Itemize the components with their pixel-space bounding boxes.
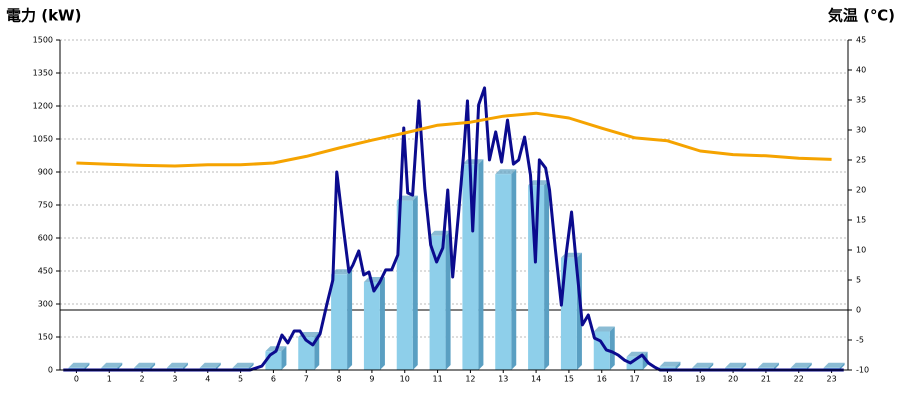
bar-side [281,346,287,370]
bar [429,235,446,370]
y-tick-label: 1500 [33,36,53,45]
bar [331,274,348,370]
bar-side [609,326,615,370]
x-tick-label: 17 [629,375,639,384]
bar [560,257,577,370]
y2-tick-label: 30 [856,126,866,135]
y-tick-label: 750 [38,201,53,210]
bar-top [68,362,90,368]
bar-side [445,230,451,370]
bar-top [166,362,188,368]
bar-top [134,362,156,368]
bar-top [823,362,845,368]
bar-top [725,362,747,368]
bar-top [101,362,123,368]
bar-side [84,362,90,370]
x-tick-label: 21 [761,375,771,384]
bar-side [741,362,747,370]
power-line [63,86,844,372]
x-tick-label: 13 [498,375,508,384]
x-tick-label: 5 [238,375,243,384]
y2-tick-label: -5 [856,336,864,345]
bar-side [511,169,517,370]
bar-top [593,326,615,332]
x-tick-label: 18 [662,375,672,384]
bar-side [248,362,254,370]
x-tick-label: 12 [465,375,475,384]
bar-top [757,362,779,368]
bar-side [675,361,681,370]
bar [396,200,413,370]
bar-side [379,277,385,370]
x-tick-label: 0 [74,375,79,384]
x-tick-label: 23 [826,375,836,384]
y2-tick-label: 20 [856,186,866,195]
bar-top [199,362,221,368]
temperature-line [76,111,832,168]
bar-top [232,362,254,368]
right-axis-title: 気温 (℃) [828,7,895,25]
bar [495,174,512,370]
bar-side [806,362,812,370]
x-tick-label: 2 [140,375,145,384]
x-tick-label: 15 [564,375,574,384]
bar [626,356,643,370]
bar-top [790,362,812,368]
y-tick-label: 300 [38,300,53,309]
x-tick-label: 22 [794,375,804,384]
bar-side [544,180,550,370]
x-tick-label: 19 [695,375,705,384]
y-tick-label: 900 [38,168,53,177]
x-tick-label: 1 [107,375,112,384]
x-tick-label: 14 [531,375,541,384]
y-tick-label: 0 [48,366,53,375]
y-tick-label: 450 [38,267,53,276]
bar-side [839,362,845,370]
bar-side [215,362,221,370]
y2-tick-label: -10 [856,366,869,375]
y2-tick-label: 40 [856,66,866,75]
y2-tick-label: 5 [856,276,861,285]
bar-side [478,159,484,370]
x-tick-label: 11 [432,375,442,384]
y2-tick-label: 0 [856,306,861,315]
bar-side [150,362,156,370]
y-tick-label: 600 [38,234,53,243]
bar-side [182,362,188,370]
bar-side [708,362,714,370]
left-axis-title: 電力 (kW) [6,7,81,25]
x-tick-label: 4 [205,375,210,384]
bar-top [659,361,681,367]
y-tick-label: 1050 [33,135,53,144]
bar-top [462,159,484,165]
y2-tick-label: 45 [856,36,866,45]
bar-top [692,362,714,368]
x-tick-label: 3 [172,375,177,384]
y-tick-label: 1200 [33,102,53,111]
bar-side [773,362,779,370]
bar [363,282,380,370]
x-tick-label: 20 [728,375,738,384]
x-tick-label: 8 [337,375,342,384]
y2-tick-label: 25 [856,156,866,165]
bar-side [117,362,123,370]
y2-tick-label: 10 [856,246,866,255]
x-tick-label: 10 [400,375,410,384]
x-tick-label: 16 [597,375,607,384]
x-tick-label: 7 [304,375,309,384]
y2-tick-label: 35 [856,96,866,105]
x-tick-label: 9 [369,375,374,384]
bar-side [347,269,353,370]
x-tick-label: 6 [271,375,276,384]
bar [528,185,545,370]
y-tick-label: 1350 [33,69,53,78]
bar-top [495,169,517,175]
bar [298,337,315,370]
bar-top [331,269,353,275]
bar [659,366,676,370]
y-tick-label: 150 [38,333,53,342]
y2-tick-label: 15 [856,216,866,225]
bar-side [412,195,418,370]
